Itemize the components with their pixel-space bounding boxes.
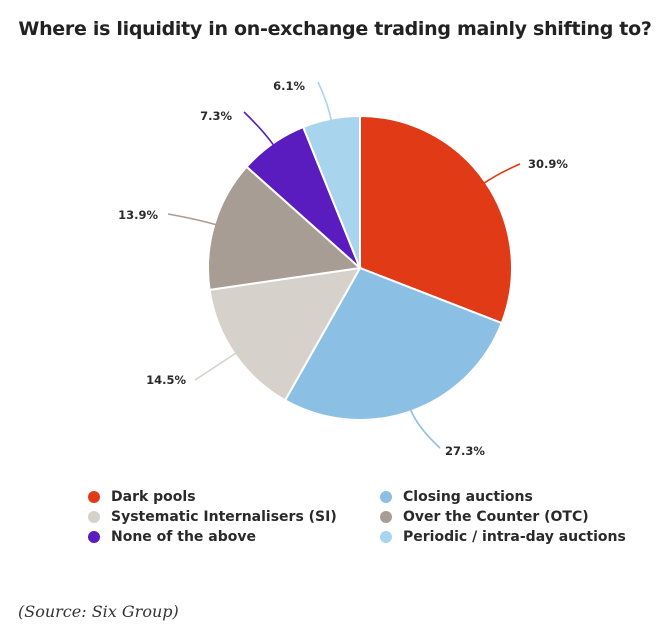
- legend-swatch: [88, 510, 100, 523]
- legend-label: None of the above: [111, 528, 256, 545]
- slice-value-label: 7.3%: [200, 109, 232, 123]
- leader-lines: [167, 81, 521, 449]
- chart-title: Where is liquidity in on-exchange tradin…: [18, 18, 652, 40]
- legend-item: Periodic / intra-day auctions: [380, 527, 650, 546]
- legend-label: Periodic / intra-day auctions: [403, 528, 626, 545]
- legend-item: Closing auctions: [380, 487, 650, 506]
- pie-slices: [207, 114, 513, 421]
- legend-swatch: [88, 490, 100, 503]
- legend-label: Dark pools: [111, 488, 196, 505]
- legend-swatch: [88, 530, 100, 543]
- legend-item: Systematic Internalisers (SI): [88, 507, 380, 526]
- legend-label: Closing auctions: [403, 488, 533, 505]
- legend-swatch: [380, 490, 392, 503]
- leader-line: [317, 81, 333, 123]
- legend-label: Over the Counter (OTC): [403, 508, 589, 525]
- legend-item: Dark pools: [88, 487, 380, 506]
- legend: Dark pools Closing auctions Systematic Int…: [88, 487, 658, 546]
- slice-value-label: 27.3%: [445, 444, 485, 458]
- leader-line: [243, 111, 276, 148]
- leader-line: [481, 163, 521, 186]
- legend-item: None of the above: [88, 527, 380, 546]
- slice-value-label: 30.9%: [528, 157, 568, 171]
- source-note: (Source: Six Group): [18, 602, 179, 621]
- slice-value-label: 14.5%: [146, 373, 186, 387]
- slice-value-label: 13.9%: [118, 208, 158, 222]
- slice-labels: 30.9% 27.3% 14.5% 13.9% 7.3% 6.1%: [118, 79, 568, 458]
- pie-chart: 30.9% 27.3% 14.5% 13.9% 7.3% 6.1%: [118, 79, 568, 458]
- legend-label: Systematic Internalisers (SI): [111, 508, 337, 525]
- leader-line: [167, 213, 219, 227]
- legend-swatch: [380, 510, 392, 523]
- legend-item: Over the Counter (OTC): [380, 507, 650, 526]
- leader-line: [408, 407, 441, 449]
- slice-value-label: 6.1%: [273, 79, 305, 93]
- legend-swatch: [380, 530, 392, 543]
- leader-line: [194, 350, 239, 381]
